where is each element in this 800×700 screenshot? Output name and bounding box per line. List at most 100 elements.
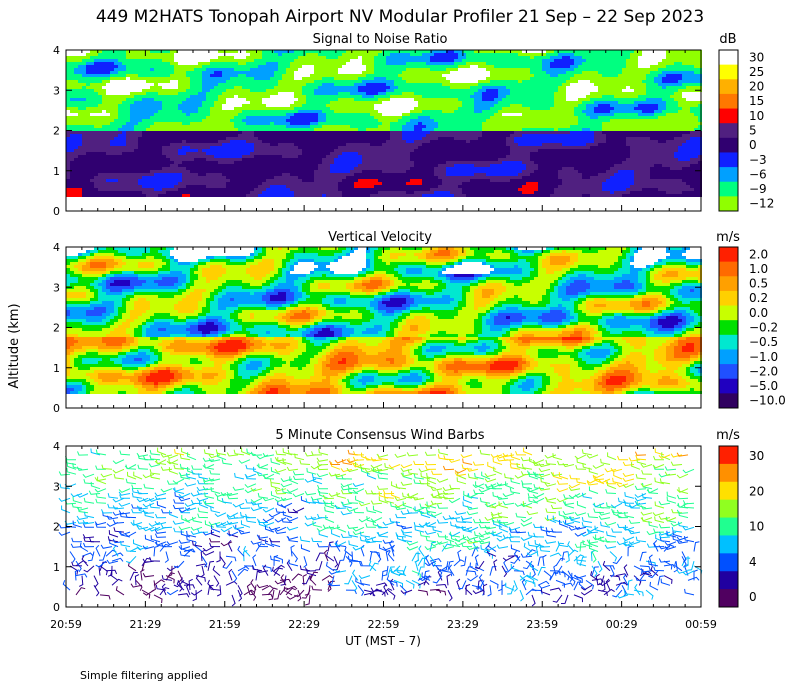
wind-barb [586, 529, 599, 534]
wind-barb [286, 517, 299, 522]
colorbar-swatch [719, 378, 738, 394]
wind-barb [606, 531, 617, 538]
colorbar-label: 25 [749, 65, 764, 79]
colorbar-swatch [719, 290, 738, 307]
wind-barb [411, 570, 421, 579]
wind-barb [598, 478, 611, 484]
wind-barb [424, 451, 437, 456]
wind-barb [340, 486, 353, 491]
wind-barb [654, 516, 665, 523]
wind-barb [316, 457, 329, 462]
wind-barb [527, 493, 539, 499]
wind-barb [321, 574, 334, 581]
wind-barb [607, 452, 617, 461]
wind-barb [149, 503, 161, 509]
wind-barb [94, 521, 107, 526]
wind-barb [359, 463, 371, 470]
wind-barb [676, 473, 689, 479]
wind-barb [568, 526, 581, 531]
colorbar-swatch [719, 181, 738, 197]
wind-barb [672, 535, 683, 543]
wind-barb [369, 551, 376, 562]
wind-barb [149, 455, 161, 461]
wind-barb [430, 541, 443, 547]
wind-barb [672, 530, 683, 538]
wind-barb [76, 466, 89, 471]
wind-barb [318, 448, 329, 456]
wind-barb [505, 481, 515, 490]
wind-barb [130, 521, 143, 526]
wind-barbs-panel: 5 Minute Consensus Wind Barbs m/s 0 1 2 3 4 2… [50, 428, 764, 631]
colorbar-swatch [719, 93, 738, 110]
wind-barb [340, 501, 353, 506]
wind-barb [640, 511, 653, 516]
wind-barb [450, 521, 461, 528]
wind-barb [65, 455, 76, 461]
y-tick-label: 4 [53, 44, 60, 57]
wind-barb [270, 491, 281, 499]
wind-barb [529, 562, 539, 572]
wind-barb [425, 536, 437, 543]
wind-barb [681, 551, 687, 563]
colorbar-label: 20 [749, 484, 764, 498]
wind-barb [58, 524, 71, 529]
wind-barb [570, 516, 581, 523]
colorbar-swatch [719, 276, 738, 292]
wind-barb [352, 526, 365, 532]
wind-barb [479, 497, 491, 504]
wind-barb [402, 501, 413, 509]
wind-barb [180, 530, 191, 538]
wind-barb [286, 526, 299, 531]
wind-barb [496, 544, 509, 549]
wind-barb [326, 551, 335, 562]
wind-barb [612, 477, 623, 485]
wind-barb [658, 533, 671, 539]
wind-barb [110, 571, 119, 581]
wind-barb [539, 546, 551, 552]
wind-barb [676, 539, 689, 544]
wind-barb [413, 460, 424, 465]
wind-barb [438, 448, 449, 456]
wind-barb [384, 463, 395, 470]
wind-barb [574, 543, 587, 548]
wind-barb [168, 467, 179, 475]
wind-barb [286, 594, 299, 600]
wind-barb [126, 555, 137, 564]
y-tick-label: 2 [53, 521, 60, 534]
wind-barb [505, 582, 515, 591]
wind-barb [317, 499, 328, 504]
wind-barb [442, 486, 455, 492]
wind-barb [631, 462, 641, 470]
wind-barb [173, 464, 185, 470]
colorbar-label: 15 [749, 94, 764, 108]
wind-barb [226, 512, 239, 518]
wind-barb [221, 459, 233, 465]
wind-barb [458, 580, 467, 590]
wind-barb [294, 589, 305, 598]
wind-barb [520, 502, 533, 508]
wind-barb [377, 474, 389, 480]
wind-barb [71, 537, 83, 543]
wind-barb [612, 589, 623, 598]
wind-barb [245, 517, 257, 523]
wind-barb [137, 489, 149, 495]
wind-barb [635, 576, 647, 581]
wind-barb [525, 575, 535, 585]
wind-barb [237, 585, 243, 597]
y-tick-label: 0 [53, 205, 60, 218]
colorbar-label: 0 [749, 138, 757, 152]
wind-barb [432, 525, 443, 533]
wind-barb [165, 572, 175, 581]
wind-barb [164, 551, 169, 563]
wind-barb [154, 521, 167, 526]
wind-barb [246, 448, 257, 456]
wind-barb [478, 531, 491, 537]
wind-barb [118, 510, 131, 515]
x-tick-label: 22:59 [368, 618, 400, 631]
colorbar-swatch [719, 167, 738, 183]
wind-barb [658, 523, 671, 529]
wind-barb [150, 473, 161, 480]
colorbar-swatch [719, 108, 738, 124]
wind-barb [647, 488, 659, 494]
wind-barb [270, 482, 281, 490]
